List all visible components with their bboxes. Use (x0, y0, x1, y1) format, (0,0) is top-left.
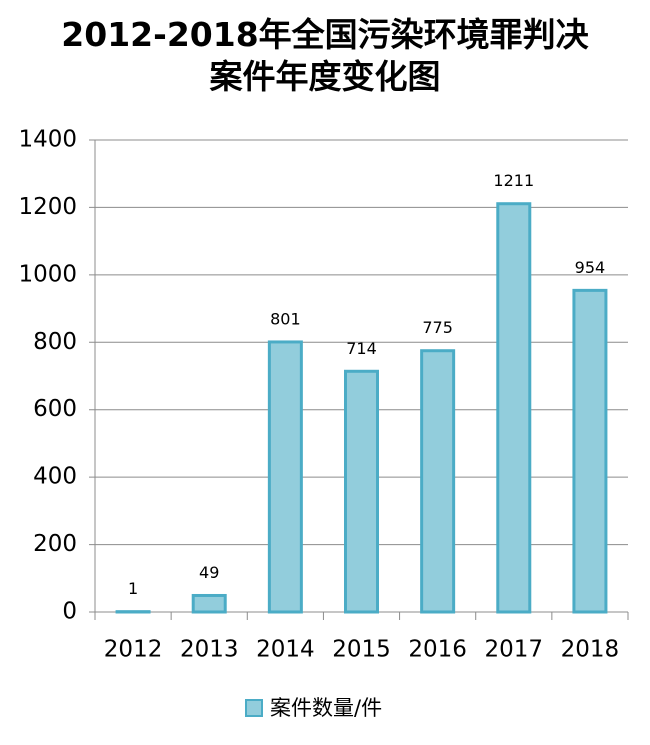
x-tick-label: 2012 (104, 637, 163, 663)
legend-label: 案件数量/件 (270, 696, 382, 720)
y-tick-label: 600 (33, 396, 77, 422)
x-tick-label: 2017 (485, 637, 544, 663)
bar (344, 369, 379, 614)
value-label: 954 (575, 258, 606, 277)
bar (267, 340, 303, 614)
x-tick-label: 2013 (180, 637, 239, 663)
bar (191, 593, 227, 614)
value-label: 1211 (493, 171, 534, 190)
y-tick-label: 1200 (18, 194, 77, 220)
x-tick-label: 2015 (332, 637, 391, 663)
x-tick-label: 2014 (256, 637, 315, 663)
value-label: 1 (128, 579, 138, 598)
legend-swatch (245, 699, 263, 717)
y-tick-label: 1400 (18, 127, 77, 153)
y-tick-label: 0 (62, 599, 77, 625)
y-tick-label: 400 (33, 464, 77, 490)
x-tick-label: 2016 (408, 637, 467, 663)
bar (420, 349, 456, 614)
chart-title: 2012-2018年全国污染环境罪判决案件年度变化图 (61, 15, 589, 96)
y-tick-label: 800 (33, 329, 77, 355)
bar (496, 202, 532, 614)
value-label: 801 (270, 309, 301, 328)
value-label: 714 (346, 339, 377, 358)
value-label: 49 (199, 563, 219, 582)
y-tick-label: 200 (33, 531, 77, 557)
bar (572, 288, 608, 614)
x-tick-label: 2018 (561, 637, 620, 663)
value-label: 775 (422, 318, 453, 337)
y-tick-label: 1000 (18, 261, 77, 287)
